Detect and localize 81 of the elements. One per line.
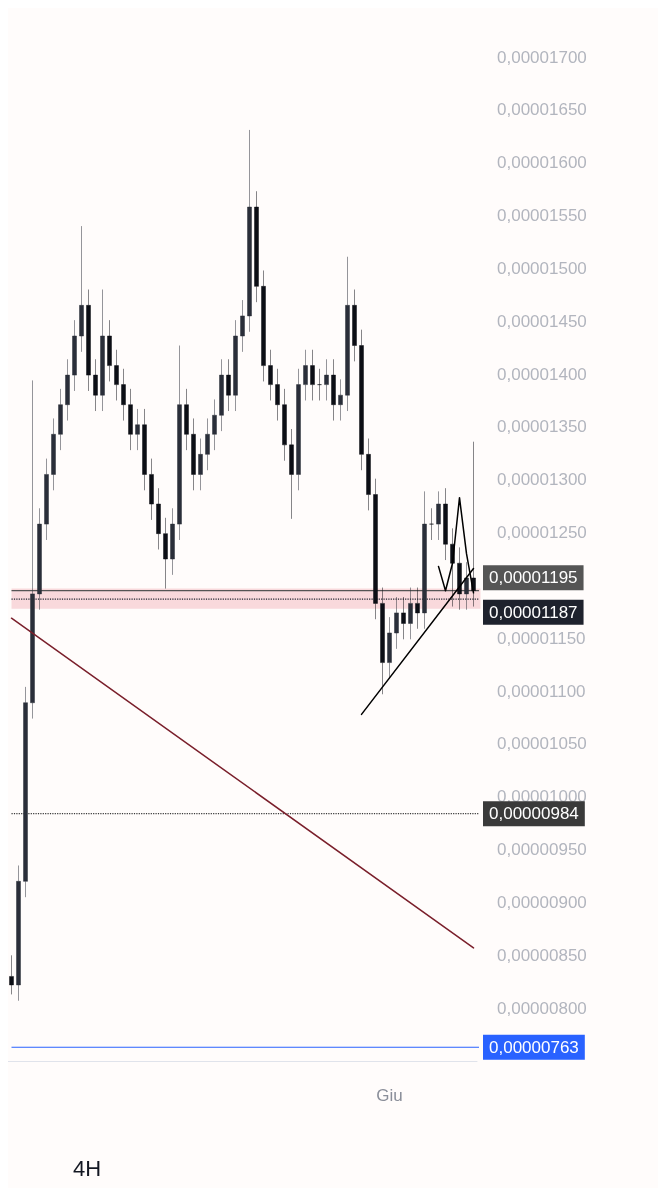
y-tick-label: 0,00001350 <box>497 417 587 437</box>
candlestick <box>366 438 371 511</box>
ref-line-label: 0,00001195 <box>489 568 578 588</box>
candlestick <box>261 270 266 382</box>
candlestick <box>16 865 21 1002</box>
candlestick <box>338 379 343 421</box>
candlestick <box>135 408 140 451</box>
y-tick-label: 0,00000900 <box>497 892 587 912</box>
x-tick-label: Giu <box>376 1086 403 1105</box>
candlestick <box>149 458 154 521</box>
candlestick <box>65 359 70 421</box>
candlestick <box>289 428 294 520</box>
candlestick <box>58 388 63 451</box>
candlestick <box>233 319 238 412</box>
candlestick <box>401 596 406 640</box>
candlestick <box>79 225 84 353</box>
candlestick <box>303 349 308 401</box>
candlestick <box>282 388 287 461</box>
candlestick <box>415 587 420 629</box>
candlestick <box>191 418 196 491</box>
candlestick <box>212 399 217 451</box>
y-tick-label: 0,00001050 <box>497 734 587 754</box>
candlestick <box>345 256 350 412</box>
candlestick <box>296 368 301 491</box>
y-tick-label: 0,00001250 <box>497 523 587 543</box>
candlestick <box>163 517 168 589</box>
candlestick <box>184 388 189 451</box>
y-tick-label: 0,00001700 <box>497 47 587 67</box>
y-tick-label: 0,00001650 <box>497 100 587 120</box>
candlestick <box>331 359 336 421</box>
y-tick-label: 0,00001100 <box>497 681 586 701</box>
y-tick-label: 0,00001150 <box>497 628 586 648</box>
candlestick <box>72 319 77 392</box>
candlestick <box>324 359 329 401</box>
candlestick <box>387 616 392 679</box>
candlestick <box>254 190 259 303</box>
candlestick <box>93 359 98 412</box>
y-tick-label: 0,00001600 <box>497 153 587 173</box>
y-tick-label: 0,00000950 <box>497 840 587 860</box>
candlestick <box>247 129 252 333</box>
candlestick <box>86 289 91 392</box>
candlestick <box>121 368 126 421</box>
candlestick <box>275 368 280 421</box>
candlestick <box>219 359 224 432</box>
candlestick <box>436 491 441 541</box>
candlestick <box>240 299 245 353</box>
candlestick <box>457 547 462 610</box>
candlestick <box>128 388 133 451</box>
candlestick <box>156 487 161 550</box>
ref-line-label: 0,00000984 <box>489 804 579 824</box>
candlestick <box>142 408 147 491</box>
candlestick <box>177 345 182 541</box>
candlestick <box>170 508 175 576</box>
y-tick-label: 0,00000800 <box>497 998 587 1018</box>
ref-line-label: 0,00001187 <box>489 602 578 622</box>
y-tick-label: 0,00001500 <box>497 258 587 278</box>
candlestick <box>359 329 364 471</box>
candlestick <box>268 349 273 401</box>
candlestick <box>44 458 49 541</box>
y-tick-label: 0,00001450 <box>497 311 587 331</box>
candlestick <box>107 319 112 382</box>
candlestick <box>114 349 119 401</box>
ref-line-label: 0,00000763 <box>489 1037 579 1057</box>
candlestick <box>380 587 385 695</box>
y-tick-label: 0,00000850 <box>497 945 587 965</box>
candlestick <box>471 441 476 607</box>
candlestick <box>443 487 448 561</box>
candlestick <box>9 955 14 995</box>
y-tick-label: 0,00001400 <box>497 364 587 384</box>
text: 4H <box>73 1155 102 1181</box>
candlestick <box>51 418 56 491</box>
candlestick <box>352 289 357 362</box>
candlestick <box>23 686 28 898</box>
candlestick <box>373 478 378 620</box>
candlestick <box>226 359 231 412</box>
candlestick <box>310 349 315 401</box>
y-tick-label: 0,00001300 <box>497 470 587 490</box>
candlestick <box>205 418 210 471</box>
y-tick-label: 0,00001550 <box>497 206 587 226</box>
candlestick <box>198 438 203 491</box>
candlestick <box>100 289 105 412</box>
